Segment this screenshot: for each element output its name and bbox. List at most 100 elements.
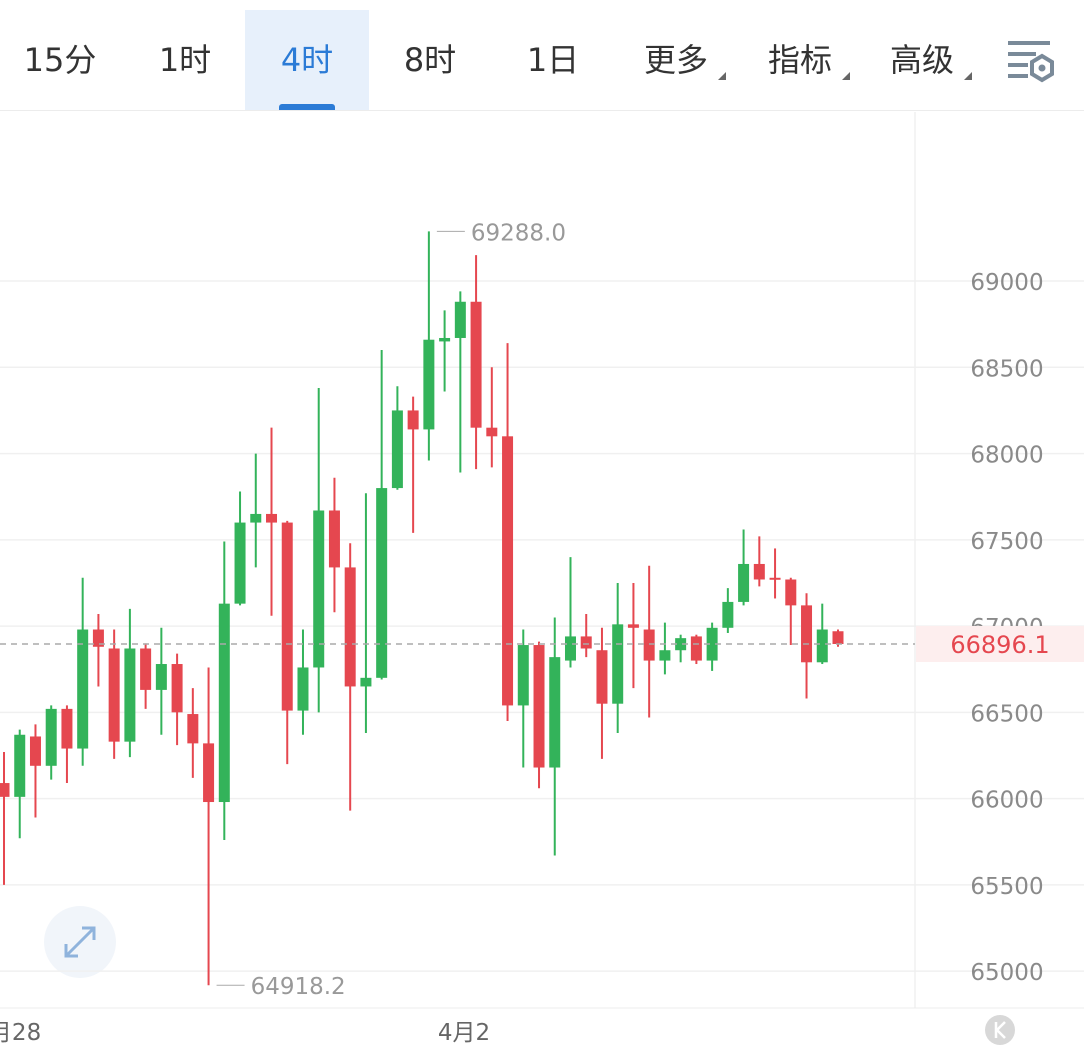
candle xyxy=(690,634,702,665)
tab-label[interactable]: 4时 xyxy=(280,41,334,79)
tab[interactable]: 高级 xyxy=(860,10,984,110)
candle xyxy=(423,231,435,461)
candle-body xyxy=(753,563,765,580)
candle-body xyxy=(801,605,813,663)
candle xyxy=(738,529,750,606)
candle-body xyxy=(218,603,230,803)
candle-body xyxy=(533,645,545,768)
tab[interactable]: 指标 xyxy=(738,10,862,110)
candle-body xyxy=(92,629,104,647)
candle-body xyxy=(596,650,608,704)
candle-body xyxy=(124,648,136,742)
candle-body xyxy=(266,513,278,523)
candle xyxy=(218,541,230,840)
tab-label[interactable]: 8时 xyxy=(403,41,457,79)
candle xyxy=(29,724,41,818)
candle-body xyxy=(14,734,26,797)
candle xyxy=(627,582,639,689)
candle xyxy=(344,543,356,811)
candle xyxy=(77,577,89,766)
candle xyxy=(596,627,608,759)
candle xyxy=(722,588,734,633)
candle xyxy=(187,688,199,778)
icon-dot xyxy=(1038,64,1046,72)
k-button[interactable] xyxy=(985,1015,1015,1045)
candle xyxy=(45,705,57,780)
expand-icon[interactable] xyxy=(64,926,96,958)
candle-body xyxy=(738,563,750,602)
candle xyxy=(328,477,340,613)
dropdown-triangle xyxy=(842,72,850,80)
dropdown-triangle xyxy=(718,72,726,80)
candle-body xyxy=(297,667,309,711)
tab[interactable]: 4时 xyxy=(245,10,369,110)
icon-hex xyxy=(1030,53,1054,83)
candle-body xyxy=(439,337,451,342)
x-tick-label: 3月28 xyxy=(0,1020,41,1046)
y-tick-label: 65500 xyxy=(970,874,1043,900)
candle xyxy=(517,629,529,768)
candle-body xyxy=(612,624,624,704)
candle-body xyxy=(816,629,828,663)
tab-label[interactable]: 更多 xyxy=(643,41,708,79)
y-tick-label: 68000 xyxy=(970,443,1043,469)
grid: 6500065500660006650067000675006800068500… xyxy=(0,270,1084,986)
candle xyxy=(155,627,167,735)
settings-icon[interactable] xyxy=(1006,36,1056,86)
candle xyxy=(785,577,797,646)
candle-body xyxy=(376,488,388,678)
candle xyxy=(313,388,325,713)
tab[interactable]: 1日 xyxy=(491,10,615,110)
candle xyxy=(391,386,403,490)
candle-body xyxy=(423,339,435,430)
candle-body xyxy=(832,631,844,644)
candle-body xyxy=(564,636,576,661)
tab[interactable]: 8时 xyxy=(368,10,492,110)
tab-label[interactable]: 1时 xyxy=(158,41,212,79)
tab[interactable]: 15分 xyxy=(0,10,122,110)
candle-body xyxy=(454,301,466,338)
candle xyxy=(376,350,388,680)
candle-body xyxy=(234,522,246,604)
y-tick-label: 67500 xyxy=(970,529,1043,555)
candle xyxy=(706,622,718,671)
candle-body xyxy=(171,664,183,713)
k-icon[interactable] xyxy=(994,1021,1006,1039)
tab-label[interactable]: 1日 xyxy=(526,41,580,79)
candle-body xyxy=(659,650,671,661)
candle xyxy=(675,634,687,663)
candle-body xyxy=(140,648,152,690)
tab-label[interactable]: 高级 xyxy=(889,41,954,79)
candle xyxy=(549,617,561,856)
candle-body xyxy=(108,648,120,742)
candle xyxy=(502,343,514,721)
candle xyxy=(643,565,655,718)
candle xyxy=(816,603,828,665)
candle xyxy=(108,629,120,759)
candle xyxy=(407,396,419,533)
icon-lines xyxy=(1008,41,1050,78)
candle xyxy=(14,729,26,839)
tab-indicator xyxy=(279,104,335,110)
candle xyxy=(266,427,278,616)
candle xyxy=(124,608,136,758)
candle xyxy=(564,557,576,668)
candle-body xyxy=(580,636,592,649)
k-circle[interactable] xyxy=(985,1015,1015,1045)
tab[interactable]: 1时 xyxy=(123,10,247,110)
candle xyxy=(360,493,372,734)
candle-body xyxy=(785,579,797,606)
candle xyxy=(61,705,73,784)
x-tick-label: 4月2 xyxy=(438,1020,490,1046)
candle-body xyxy=(486,427,498,437)
candle-body xyxy=(517,645,529,706)
candle-body xyxy=(203,743,215,803)
expand-button[interactable] xyxy=(44,906,116,978)
candle xyxy=(470,255,482,470)
tab-label[interactable]: 15分 xyxy=(23,41,97,79)
candle xyxy=(439,310,451,392)
tab-label[interactable]: 指标 xyxy=(767,41,832,79)
tab[interactable]: 更多 xyxy=(614,10,738,110)
candle xyxy=(0,752,10,885)
